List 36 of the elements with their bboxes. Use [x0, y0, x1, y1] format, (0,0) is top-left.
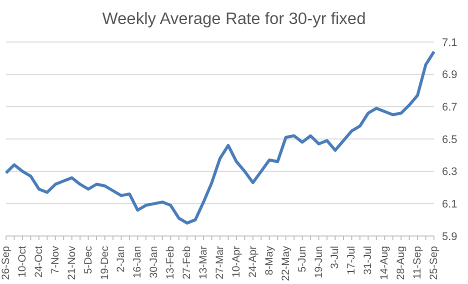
x-tick-label: 28-Aug [395, 246, 408, 280]
x-tick-label: 27-Mar [214, 246, 226, 280]
x-tick-label: 3-Jul [329, 246, 342, 269]
y-tick-label: 6.1 [442, 198, 458, 211]
x-tick-label: 19-Dec [98, 246, 111, 280]
x-tick-label: 10-Oct [16, 246, 28, 278]
x-tick-label: 5-Dec [82, 246, 94, 274]
y-tick-label: 5.9 [442, 230, 458, 243]
x-tick-label: 22-May [280, 245, 292, 282]
x-tick-label: 25-Sep [428, 246, 440, 280]
x-tick-label: 30-Jan [148, 246, 160, 278]
y-tick-label: 6.5 [442, 134, 458, 146]
x-tick-label: 14-Aug [378, 246, 391, 280]
x-tick-label: 26-Sep [0, 246, 12, 280]
x-tick-label: 8-May [263, 245, 276, 276]
x-tick-label: 10-Apr [230, 245, 242, 278]
x-tick-label: 16-Jan [132, 246, 144, 278]
y-tick-label: 7.1 [442, 36, 458, 49]
x-tick-label: 7-Nov [49, 245, 62, 274]
x-tick-label: 17-Jul [346, 246, 358, 275]
x-tick-label: 27-Feb [181, 246, 194, 280]
x-tick-label: 13-Feb [164, 246, 177, 280]
x-tick-label: 24-Apr [246, 245, 259, 278]
x-tick-label: 11-Sep [412, 246, 424, 280]
y-tick-label: 6.3 [442, 166, 458, 178]
y-tick-label: 6.7 [442, 102, 458, 114]
x-tick-label: 5-Jun [296, 246, 308, 272]
x-tick-label: 2-Jan [115, 246, 128, 272]
x-tick-label: 13-Mar [198, 246, 210, 280]
line-series [4, 50, 436, 225]
y-tick-label: 6.9 [442, 69, 458, 82]
x-tick-label: 21-Nov [66, 245, 78, 280]
x-tick-label: 19-Jun [312, 246, 325, 278]
x-tick-label: 31-Jul [362, 246, 374, 275]
chart-title: Weekly Average Rate for 30-yr fixed [101, 9, 367, 30]
x-tick-label: 24-Oct [32, 246, 45, 278]
